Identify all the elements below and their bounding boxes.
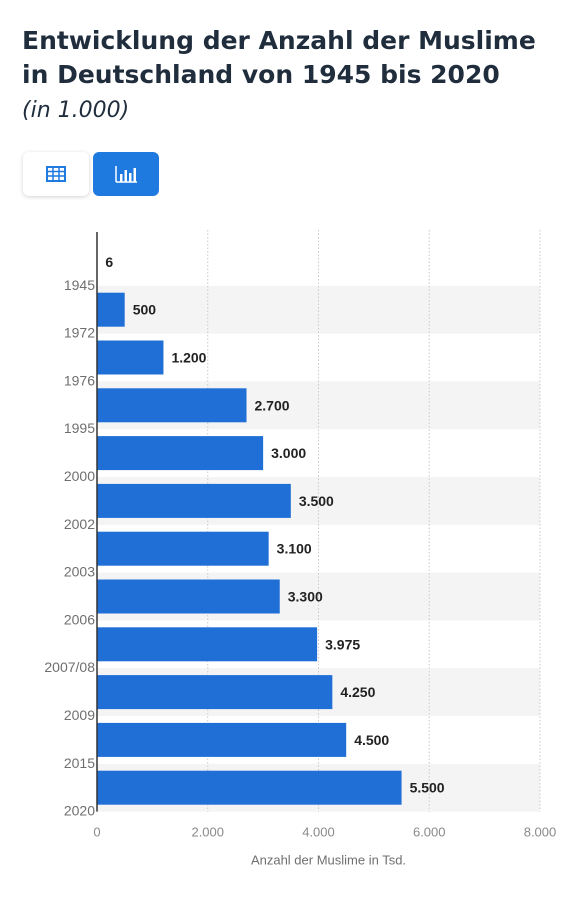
category-label: 2020 — [64, 803, 95, 819]
data-label: 4.500 — [354, 732, 389, 748]
bar-chart-icon — [115, 166, 137, 183]
chart-subtitle: (in 1.000) — [22, 98, 130, 123]
data-label: 3.000 — [271, 445, 306, 461]
x-axis-label: Anzahl der Muslime in Tsd. — [251, 853, 406, 868]
bar — [97, 340, 164, 375]
bar — [97, 579, 280, 614]
x-tick-label: 0 — [93, 825, 100, 840]
category-label: 2009 — [64, 707, 95, 723]
data-label: 6 — [105, 254, 113, 270]
bar — [97, 531, 269, 566]
table-icon — [46, 166, 66, 182]
data-label: 3.500 — [299, 493, 334, 509]
category-label: 1995 — [64, 420, 95, 436]
data-label: 3.300 — [288, 589, 323, 605]
bar — [97, 483, 291, 518]
data-label: 3.975 — [325, 636, 360, 652]
row-band — [97, 285, 540, 334]
chart-view-button[interactable] — [93, 152, 159, 196]
category-label: 2007/08 — [44, 659, 95, 675]
bar — [97, 770, 402, 805]
category-label: 2006 — [64, 611, 95, 627]
data-label: 1.200 — [171, 350, 206, 366]
x-tick-label: 6.000 — [413, 825, 446, 840]
bar — [97, 722, 347, 757]
category-label: 2003 — [64, 564, 95, 580]
x-tick-label: 8.000 — [524, 825, 557, 840]
category-label: 1945 — [64, 277, 95, 293]
category-label: 2015 — [64, 755, 95, 771]
x-tick-label: 4.000 — [302, 825, 335, 840]
data-label: 2.700 — [255, 397, 290, 413]
category-label: 1972 — [64, 325, 95, 341]
data-label: 3.100 — [277, 541, 312, 557]
bar — [97, 627, 318, 662]
bar — [97, 436, 264, 471]
data-label: 4.250 — [340, 684, 375, 700]
category-label: 2000 — [64, 468, 95, 484]
category-label: 1976 — [64, 372, 95, 388]
bar — [97, 292, 125, 327]
data-label: 500 — [133, 302, 157, 318]
table-view-button[interactable] — [23, 152, 89, 196]
bar — [97, 675, 333, 710]
category-label: 2002 — [64, 516, 95, 532]
bar — [97, 388, 247, 423]
x-tick-label: 2.000 — [191, 825, 224, 840]
chart-title: Entwicklung der Anzahl der Muslime in De… — [22, 26, 536, 89]
data-label: 5.500 — [410, 780, 445, 796]
